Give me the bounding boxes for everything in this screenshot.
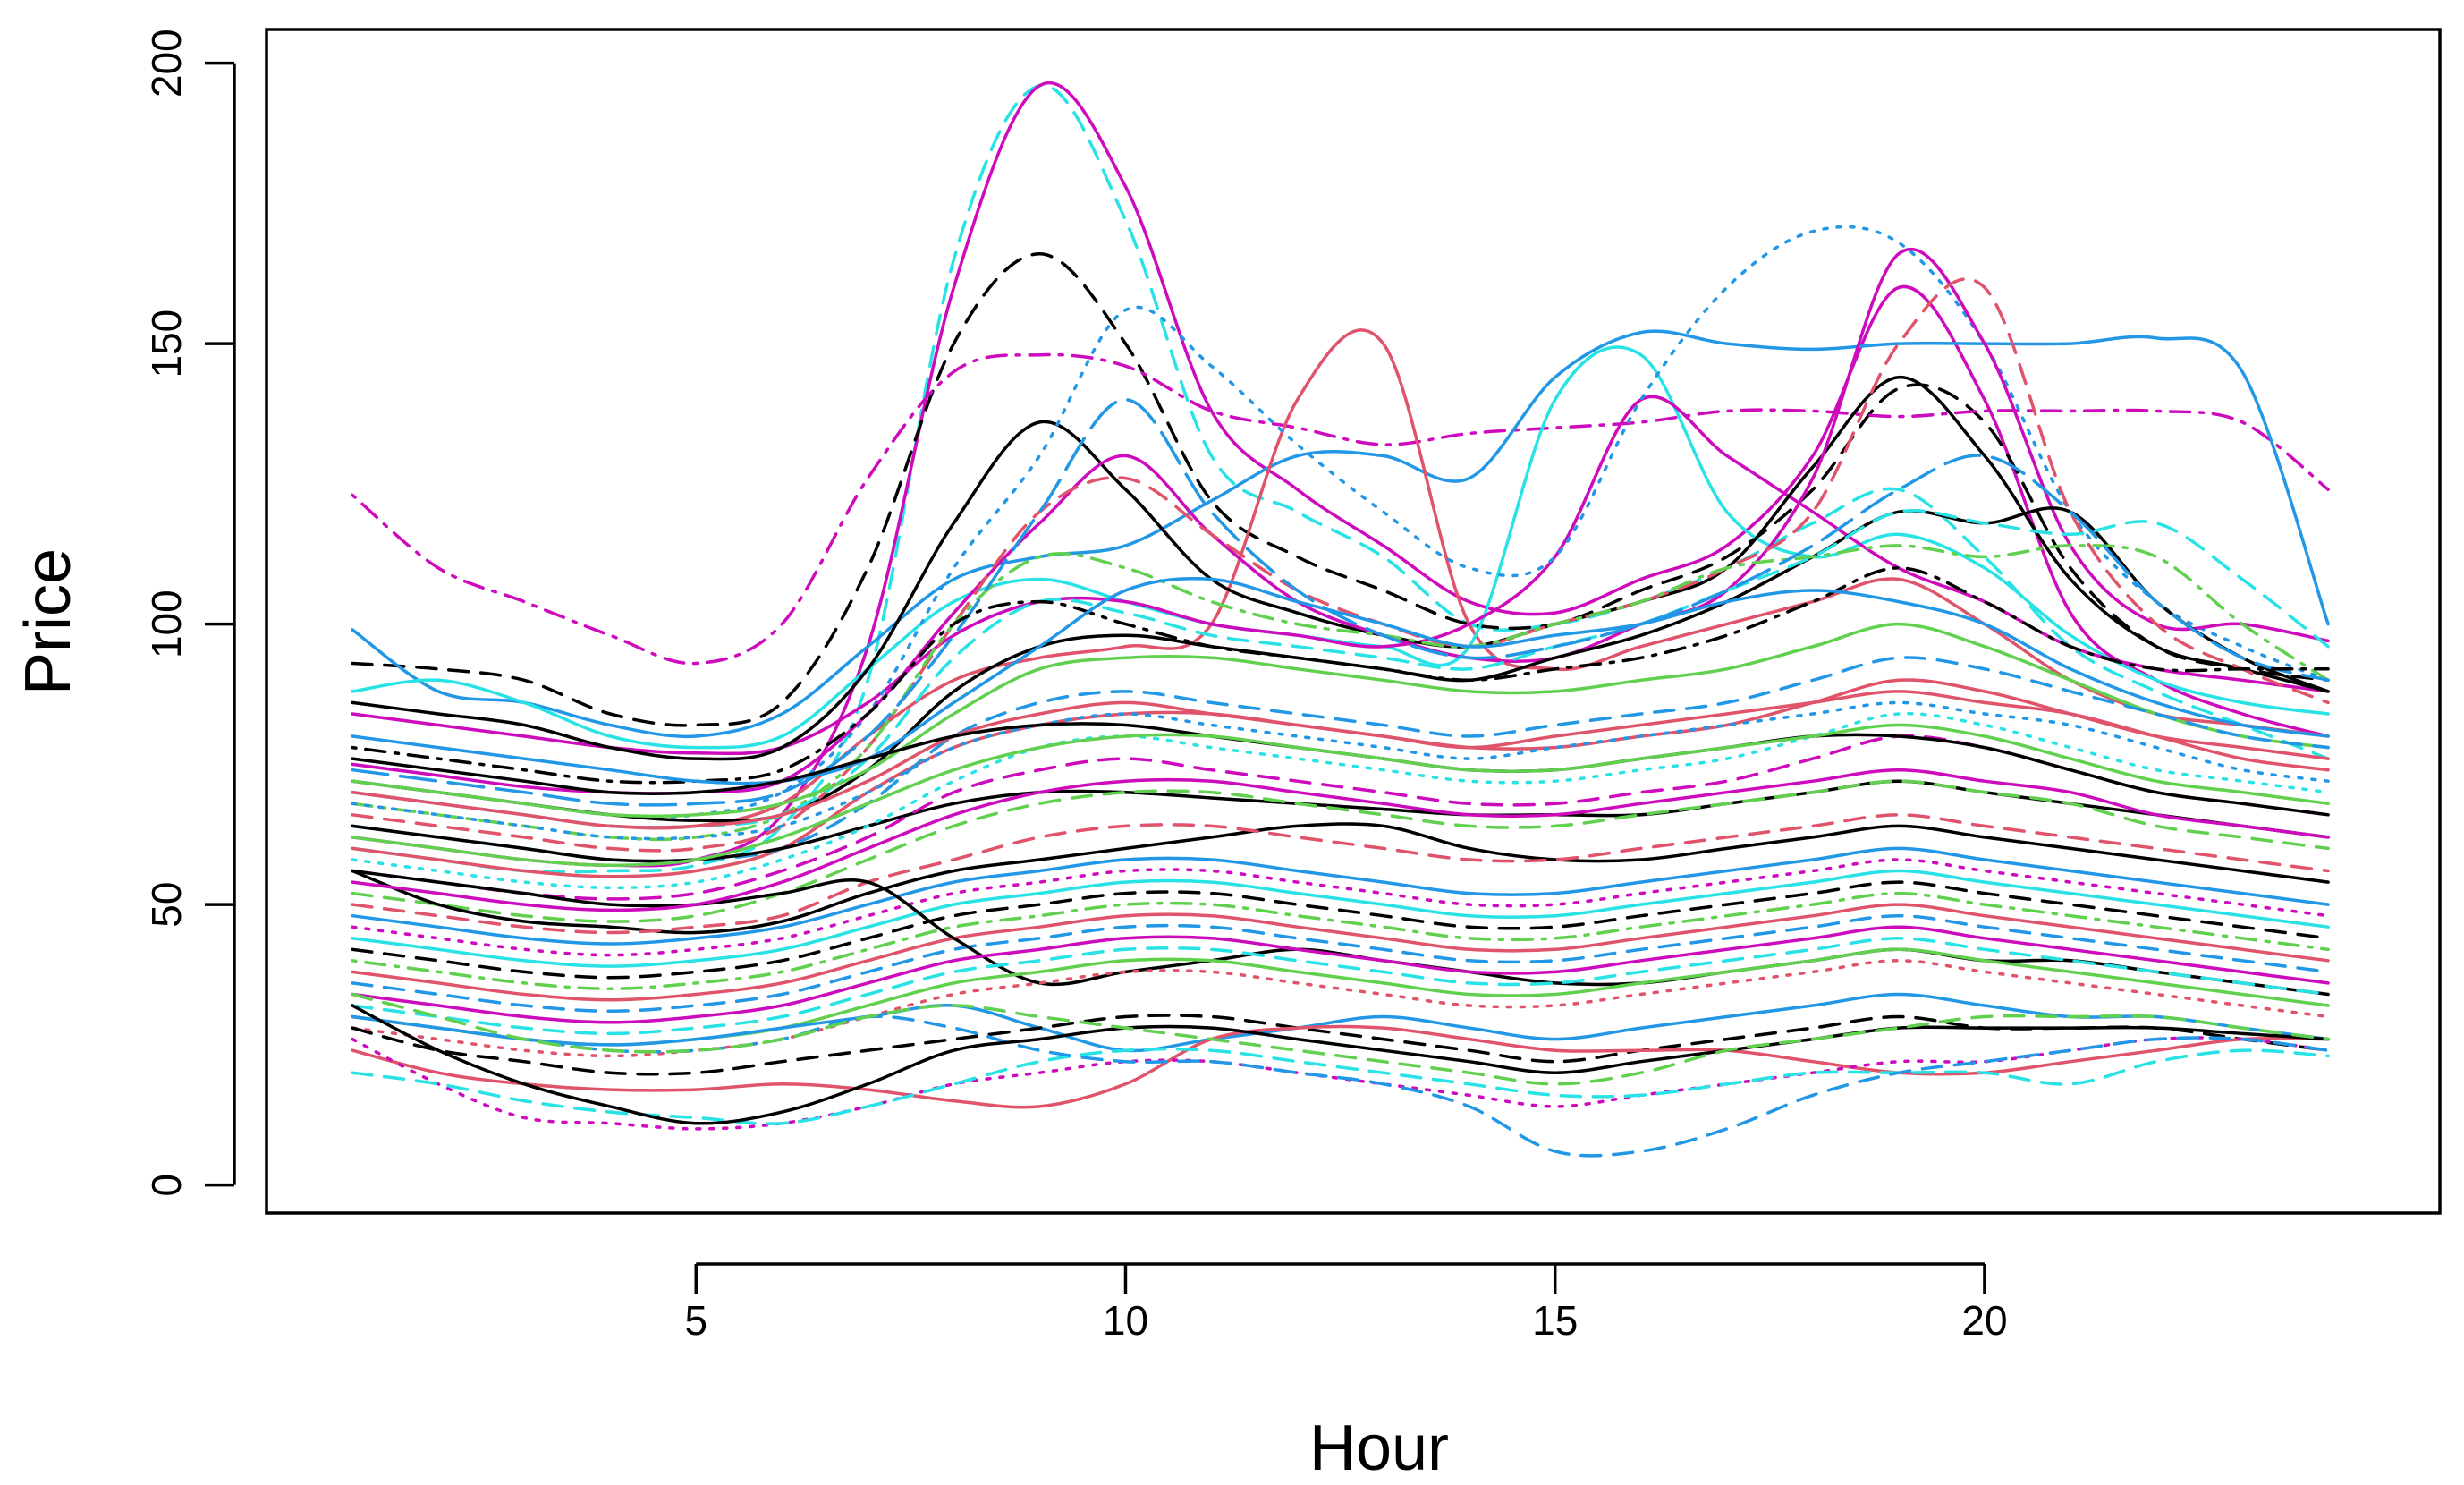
x-axis: 5 10 15 20 [684,1262,2008,1344]
series-line-5 [351,329,2330,739]
series-line-19 [351,622,2330,819]
series-line-52 [351,768,2330,912]
series-line-29 [351,858,2330,957]
series-line-45 [351,1014,2330,1158]
x-axis-title: Hour [1309,1413,1449,1484]
series-line-26 [351,822,2330,935]
series-line-25 [351,779,2330,923]
x-tick-label: 20 [1961,1297,2007,1344]
y-tick-label: 0 [143,1174,190,1197]
series-line-37 [351,937,2330,1036]
y-axis: 0 50 100 150 200 [143,29,236,1197]
y-tick-label: 200 [143,29,190,98]
x-tick-label: 10 [1103,1297,1148,1344]
x-tick-label: 5 [684,1297,707,1344]
series-line-47 [351,992,2330,1086]
series-line-44 [351,1047,2330,1125]
series-line-34 [351,913,2330,1014]
y-tick-label: 100 [143,590,190,658]
series-line-4 [351,352,2330,666]
series-line-33 [351,903,2330,1002]
series-line-49 [351,700,2330,841]
plot-frame [265,28,2442,1215]
y-tick-label: 50 [143,882,190,928]
series-line-21 [351,656,2330,863]
series-line-50 [351,722,2330,817]
series-line-48 [351,690,2330,829]
series-line-3 [351,252,2330,727]
series-line-40 [351,992,2330,1053]
series-line-32 [351,891,2330,990]
series-line-24 [351,711,2330,890]
y-tick-label: 150 [143,310,190,378]
series-line-16 [351,398,2330,807]
series-line-15 [351,508,2330,829]
series-line-14 [351,544,2330,842]
series-line-2 [351,81,2330,868]
series-line-12 [351,506,2330,823]
series-line-46 [351,1004,2330,1125]
series-line-18 [351,577,2330,785]
series-curves [351,81,2330,1158]
series-line-51 [351,723,2330,868]
series-line-30 [351,869,2330,968]
series-line-36 [351,925,2330,1024]
series-line-9 [351,375,2330,761]
series-line-28 [351,846,2330,946]
series-line-27 [351,813,2330,935]
x-tick-label: 15 [1532,1297,1578,1344]
series-line-31 [351,880,2330,980]
y-axis-title: Price [13,548,84,695]
